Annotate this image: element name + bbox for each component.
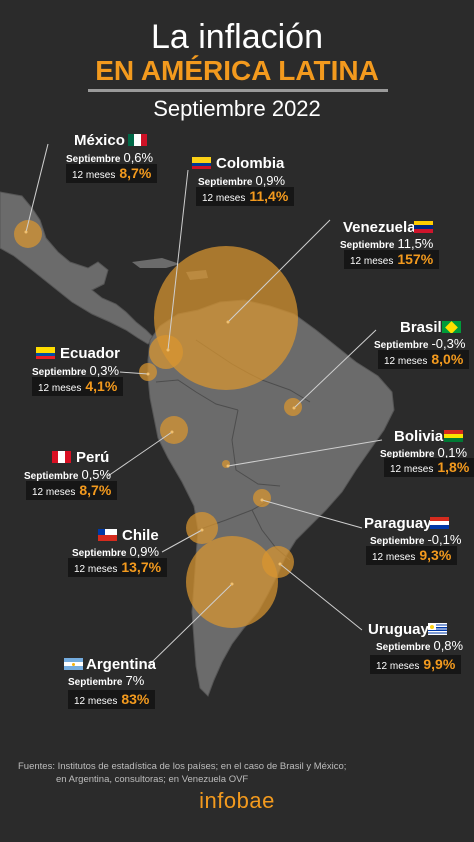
subtitle: Septiembre 2022: [153, 96, 321, 121]
brasil-flag-icon: [442, 321, 461, 333]
bubble-ecuador: [139, 363, 157, 381]
country-name-paraguay: Paraguay: [364, 515, 432, 532]
annual-bolivia: 12 meses 1,8%: [384, 458, 474, 477]
annual-argentina: 12 meses 83%: [68, 690, 156, 709]
annual-mexico: 12 meses 8,7%: [66, 164, 158, 183]
inflation-bubbles: [14, 220, 302, 628]
monthly-mexico: Septiembre 0,6%: [66, 150, 154, 165]
monthly-paraguay: Septiembre -0,1%: [370, 532, 462, 547]
country-name-uruguay: Uruguay: [368, 621, 429, 638]
country-name-argentina: Argentina: [86, 656, 157, 673]
infobae-logo: infobae: [199, 788, 275, 813]
mexico-central-america-shape: [0, 191, 155, 345]
country-name-chile: Chile: [122, 527, 159, 544]
leader-argentina: [149, 583, 233, 665]
uruguay-flag-icon: [428, 623, 447, 635]
monthly-ecuador: Septiembre 0,3%: [32, 363, 120, 378]
paraguay-flag-icon: [430, 517, 449, 529]
title-divider: [88, 89, 388, 92]
mexico-flag-icon: [128, 134, 147, 146]
monthly-brasil: Septiembre -0,3%: [374, 336, 466, 351]
argentina-flag-icon: [64, 658, 83, 670]
annual-brasil: 12 meses 8,0%: [378, 350, 470, 369]
monthly-colombia: Septiembre 0,9%: [198, 173, 286, 188]
bubble-venezuela: [154, 246, 298, 390]
annual-chile: 12 meses 13,7%: [68, 558, 168, 577]
title-line-1: La inflación: [150, 18, 323, 56]
leader-mexico: [25, 143, 49, 233]
country-name-peru: Perú: [76, 449, 110, 466]
chile-flag-icon: [98, 529, 117, 541]
leader-paraguay: [261, 499, 363, 529]
peru-flag-icon: [52, 451, 71, 463]
country-name-colombia: Colombia: [216, 155, 285, 172]
country-name-bolivia: Bolivia: [394, 428, 444, 445]
venezuela-flag-icon: [414, 221, 433, 233]
country-name-mexico: México: [74, 132, 125, 149]
sources-line-1: Fuentes: Institutos de estadística de lo…: [18, 761, 347, 772]
bolivia-flag-icon: [444, 430, 463, 442]
monthly-peru: Septiembre 0,5%: [24, 467, 112, 482]
country-name-venezuela: Venezuela: [343, 219, 416, 236]
leader-bolivia: [227, 439, 383, 467]
caribbean-islands-shape: [132, 258, 180, 268]
leader-peru: [107, 431, 173, 477]
sources-note: Fuentes: Institutos de estadística de lo…: [18, 760, 458, 786]
leader-chile: [161, 529, 203, 553]
bubble-mexico: [14, 220, 42, 248]
annual-ecuador: 12 meses 4,1%: [32, 377, 124, 396]
monthly-bolivia: Septiembre 0,1%: [380, 445, 468, 460]
monthly-argentina: Septiembre 7%: [68, 673, 145, 688]
leader-venezuela: [227, 219, 331, 323]
leader-colombia: [167, 169, 189, 351]
monthly-chile: Septiembre 0,9%: [72, 544, 160, 559]
bubble-peru: [160, 416, 188, 444]
bubble-paraguay: [253, 489, 271, 507]
bubble-centers: [24, 230, 296, 586]
annual-colombia: 12 meses 11,4%: [196, 187, 295, 206]
colombia-flag-icon: [192, 157, 211, 169]
leader-lines: [25, 143, 383, 665]
monthly-venezuela: Septiembre 11,5%: [340, 236, 434, 251]
annual-uruguay: 12 meses 9,9%: [370, 655, 462, 674]
leader-brasil: [293, 329, 377, 409]
monthly-uruguay: Septiembre 0,8%: [376, 638, 464, 653]
bubble-chile: [186, 512, 218, 544]
country-name-ecuador: Ecuador: [60, 345, 121, 362]
title-line-2: EN AMÉRICA LATINA: [95, 55, 379, 86]
ecuador-flag-icon: [36, 347, 55, 359]
leader-ecuador: [119, 371, 149, 375]
bubble-argentina: [186, 536, 278, 628]
annual-paraguay: 12 meses 9,3%: [366, 546, 458, 565]
sources-line-2: en Argentina, consultoras; en Venezuela …: [56, 774, 249, 785]
annual-peru: 12 meses 8,7%: [26, 481, 118, 500]
annual-venezuela: 12 meses 157%: [344, 250, 440, 269]
leader-uruguay: [279, 563, 363, 631]
country-name-brasil: Brasil: [400, 319, 442, 336]
